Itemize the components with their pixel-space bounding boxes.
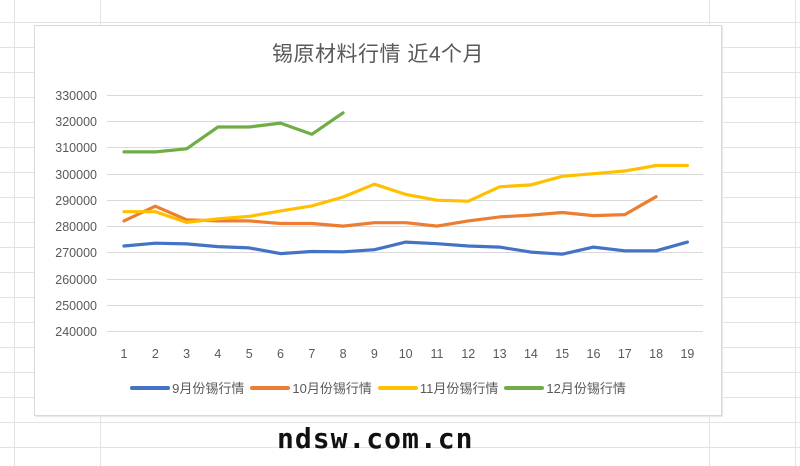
x-axis-tick-label: 19 — [680, 347, 694, 361]
legend-label: 10月份锡行情 — [292, 381, 372, 396]
y-axis-tick-label: 310000 — [55, 141, 97, 155]
x-axis-tick-label: 1 — [121, 347, 128, 361]
x-axis-tick-label: 18 — [649, 347, 663, 361]
legend-item[interactable]: 9月份锡行情 — [130, 378, 244, 397]
y-axis-tick-label: 270000 — [55, 246, 97, 260]
x-axis-tick-label: 5 — [246, 347, 253, 361]
series-line[interactable] — [122, 240, 690, 256]
x-axis-tick-label: 15 — [555, 347, 569, 361]
y-axis-tick-label: 280000 — [55, 220, 97, 234]
plot-area: 240000 250000 260000 270000 280000 290000 3000… — [55, 89, 703, 361]
y-axis-tick-label: 260000 — [55, 273, 97, 287]
y-axis-tick-label: 250000 — [55, 299, 97, 313]
x-axis-tick-label: 2 — [152, 347, 159, 361]
legend-item[interactable]: 11月份锡行情 — [377, 378, 499, 397]
x-axis-tick-label: 3 — [183, 347, 190, 361]
x-axis-tick-label: 12 — [461, 347, 475, 361]
legend-label: 11月份锡行情 — [419, 381, 499, 396]
x-axis-tick-label: 16 — [587, 347, 601, 361]
series-line[interactable] — [122, 111, 345, 154]
chart-area[interactable]: 锡原材料行情 近4个月 240000 250000 260000 270000 2800… — [34, 25, 722, 416]
legend-swatch-icon — [504, 385, 545, 390]
chart-legend: 9月份锡行情 10月份锡行情 11月份锡行情 12月份锡行情 — [35, 378, 721, 397]
x-axis-tick-label: 14 — [524, 347, 538, 361]
legend-label: 9月份锡行情 — [172, 381, 245, 396]
legend-swatch-icon — [250, 385, 291, 390]
y-axis-tick-label: 300000 — [55, 168, 97, 182]
x-axis-tick-label: 8 — [340, 347, 347, 361]
chart-title: 锡原材料行情 近4个月 — [271, 43, 484, 66]
x-axis-tick-label: 10 — [399, 347, 413, 361]
x-axis-tick-label: 6 — [277, 347, 284, 361]
y-axis-tick-label: 240000 — [55, 325, 97, 339]
y-axis-tick-label: 320000 — [55, 115, 97, 129]
legend-label: 12月份锡行情 — [546, 381, 626, 396]
watermark-text: ndsw.com.cn — [277, 422, 474, 455]
series-line[interactable] — [122, 163, 690, 224]
x-axis-tick-label: 4 — [214, 347, 221, 361]
x-axis-tick-label: 17 — [618, 347, 632, 361]
x-axis-tick-label: 13 — [493, 347, 507, 361]
y-axis-tick-label: 290000 — [55, 194, 97, 208]
legend-swatch-icon — [130, 385, 171, 390]
legend-swatch-icon — [377, 385, 418, 390]
x-axis-tick-label: 7 — [308, 347, 315, 361]
x-axis-tick-label: 11 — [431, 347, 444, 361]
y-axis-tick-label: 330000 — [55, 89, 97, 103]
legend-item[interactable]: 10月份锡行情 — [250, 378, 372, 397]
legend-item[interactable]: 12月份锡行情 — [504, 378, 626, 397]
x-axis-tick-label: 9 — [371, 347, 378, 361]
